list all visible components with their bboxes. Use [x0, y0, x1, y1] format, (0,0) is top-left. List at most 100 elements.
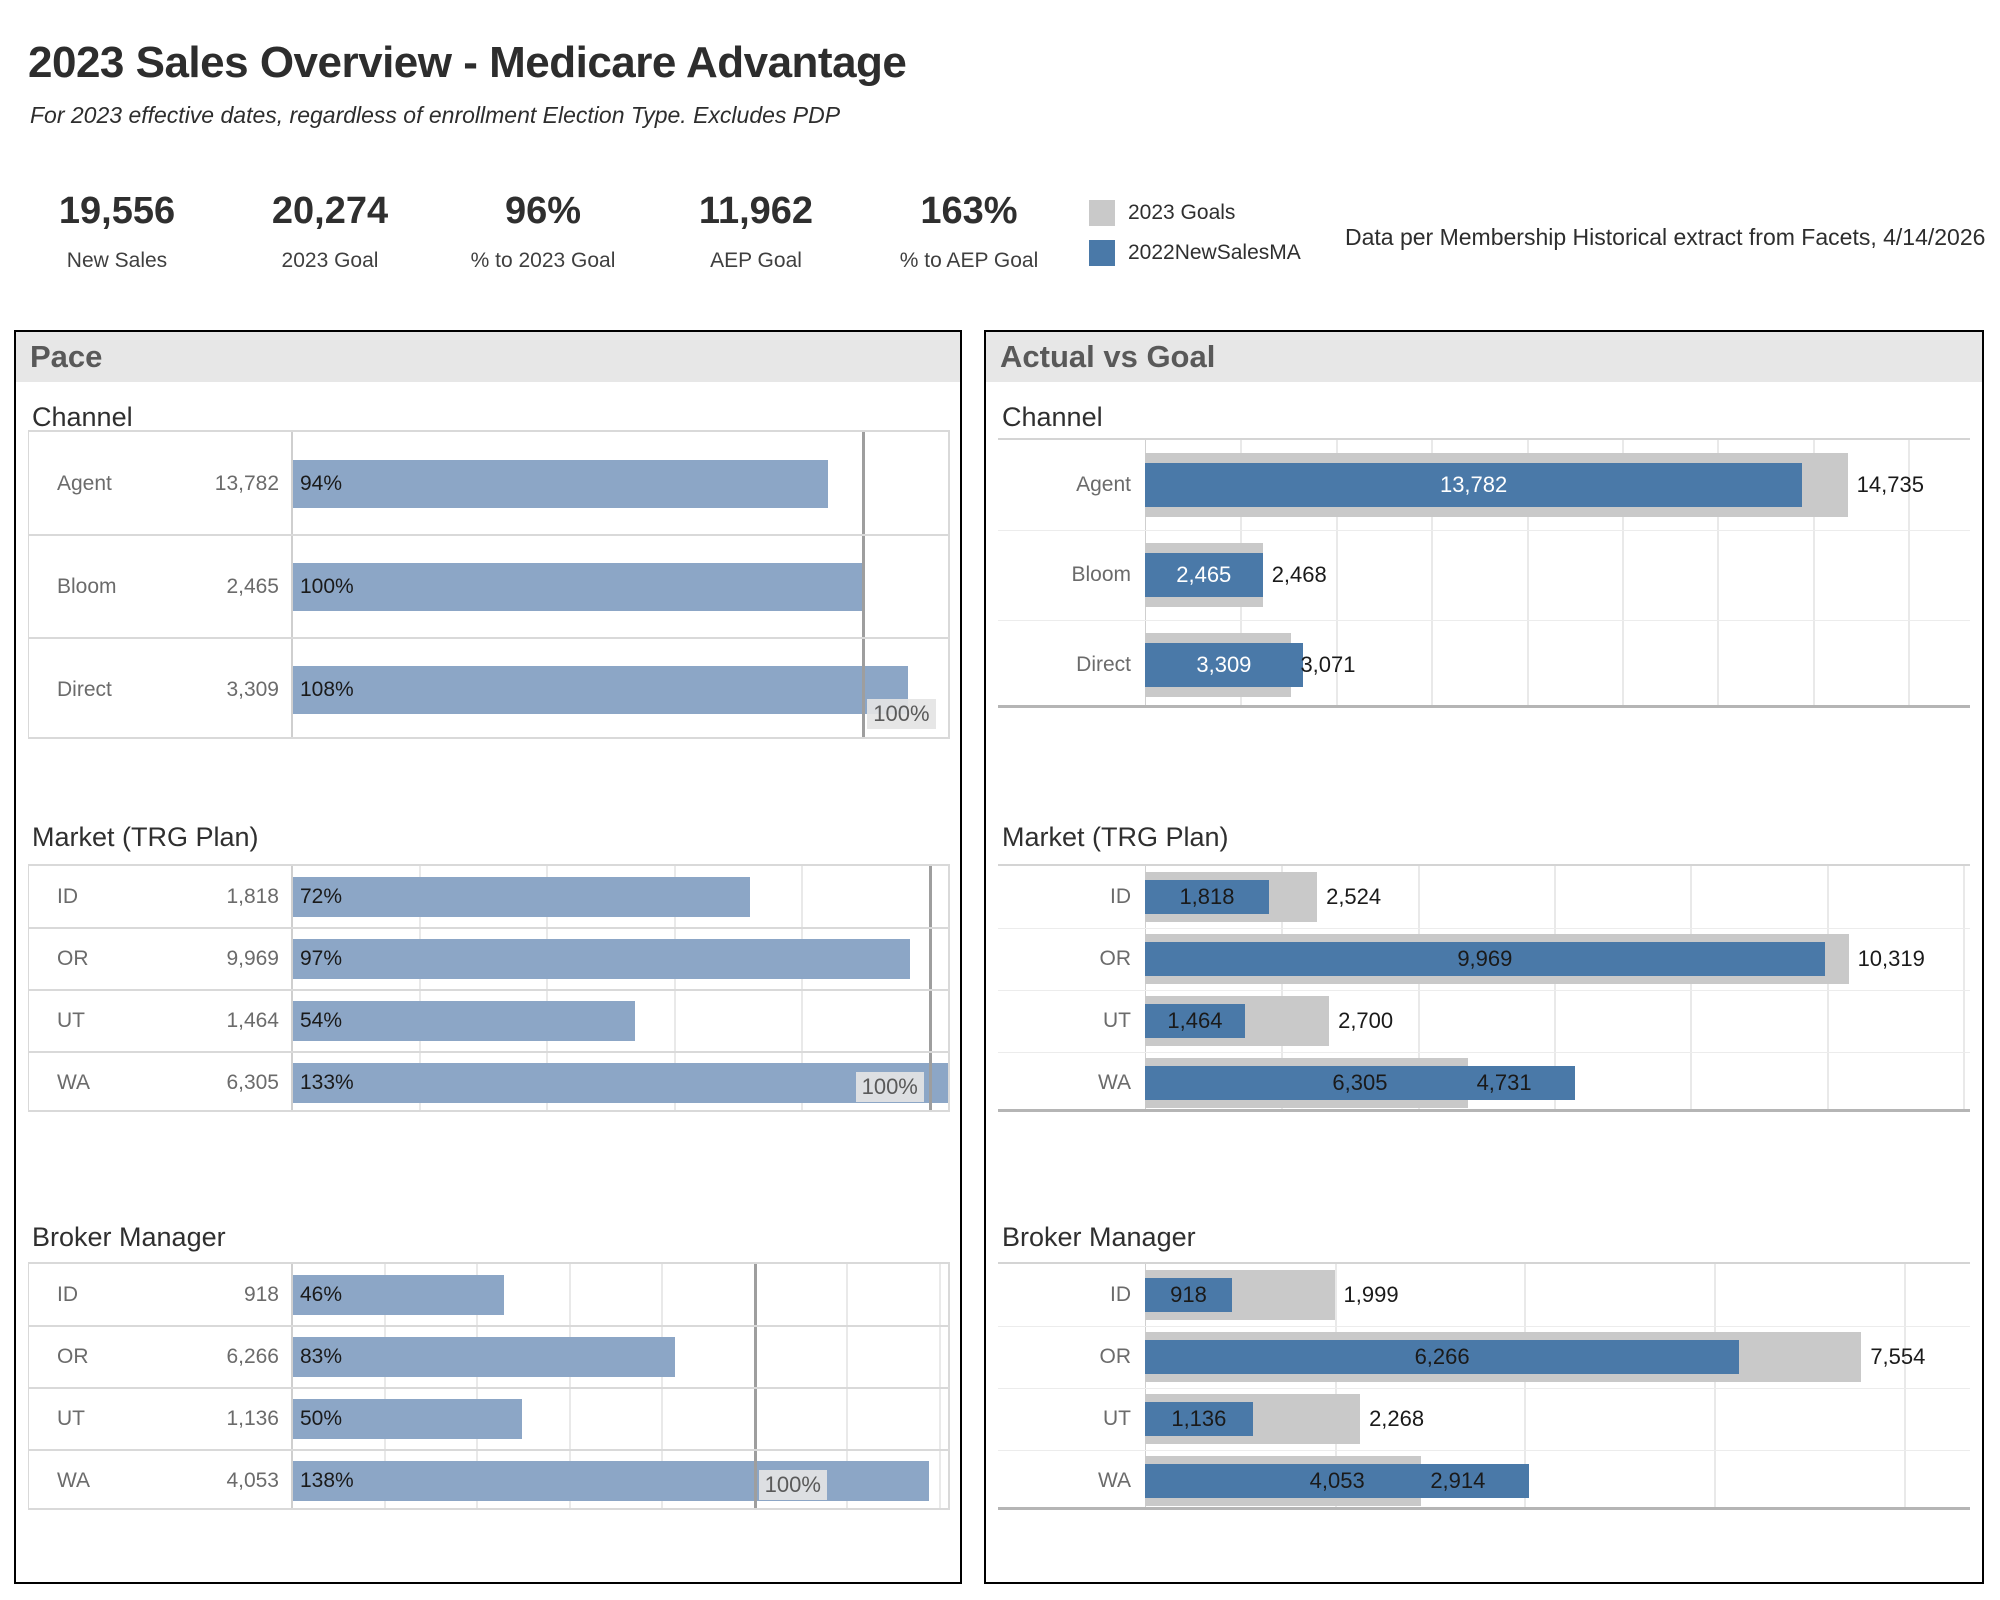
- actual-bar[interactable]: [1145, 643, 1303, 687]
- actual-bar[interactable]: [1145, 1464, 1530, 1498]
- gridline: [1526, 440, 1529, 705]
- pace-bar[interactable]: 83%: [291, 1337, 676, 1377]
- row-separator: [29, 1051, 948, 1053]
- pace-bar[interactable]: 100%: [291, 562, 863, 611]
- pace-bar[interactable]: 46%: [291, 1275, 504, 1315]
- gridline: [568, 1264, 571, 1508]
- pace-table: 94% 100% 108% 100% Agent 13,782 Bloom 2,465 Dire…: [28, 430, 950, 739]
- kpi-label: AEP Goal: [710, 249, 802, 272]
- reference-line-100pct: [928, 866, 932, 1110]
- gridline: [661, 1264, 664, 1508]
- row-value: 9,969: [226, 947, 279, 970]
- row-separator: [998, 530, 1970, 531]
- gridline: [1903, 1264, 1906, 1507]
- gridline: [1431, 440, 1434, 705]
- actual-bar-label: 9,969: [1457, 946, 1513, 971]
- row-value: 1,818: [226, 885, 279, 908]
- row-label: Bloom: [1071, 563, 1131, 586]
- avg-plot-area: 13,782 14,735 2,465 2,468 3,309 3,071: [1145, 440, 1970, 705]
- row-label: UT: [57, 1009, 85, 1032]
- row-label: WA: [57, 1071, 91, 1094]
- kpi-aep-goal: 11,962 AEP Goal: [646, 190, 866, 273]
- actual-bar[interactable]: [1145, 1004, 1245, 1038]
- gridline: [1417, 866, 1420, 1109]
- actual-bar[interactable]: [1145, 553, 1263, 597]
- actual-bar[interactable]: [1145, 1340, 1740, 1374]
- pace-plot-area: 46% 83% 50% 138% 100%: [291, 1264, 948, 1508]
- pace-table: 72% 97% 54% 133% 100% ID 1,818 OR 9,969 UT 1,464 WA…: [28, 864, 950, 1112]
- pace-bar[interactable]: 133%: [291, 1063, 948, 1103]
- gridline: [1334, 1264, 1337, 1507]
- avg-table: 918 1,999 6,266 7,554 1,136 2,268 4,053 2,914 ID…: [998, 1262, 1970, 1510]
- row-separator: [998, 1326, 1970, 1327]
- avg-plot-area: 918 1,999 6,266 7,554 1,136 2,268 4,053 2,914: [1145, 1264, 1970, 1507]
- goal-label: 3,071: [1300, 652, 1356, 677]
- goal-label: 1,999: [1343, 1282, 1399, 1307]
- goal-label: 2,700: [1338, 1008, 1394, 1033]
- axis-line: [291, 866, 293, 1110]
- kpi-value: 96%: [504, 190, 582, 232]
- actual-vs-goal-panel: Actual vs Goal Channel 13,782 14,735 2,465 2…: [984, 330, 1984, 1584]
- goal-label: 4,731: [1476, 1070, 1532, 1095]
- reference-line-100pct: [862, 432, 866, 737]
- legend-item[interactable]: 2023 Goals: [1089, 198, 1301, 228]
- legend-item-label: 2023 Goals: [1128, 201, 1236, 224]
- legend-swatch: [1089, 240, 1115, 266]
- reference-line-label: 100%: [867, 699, 936, 729]
- row-label: Agent: [1076, 473, 1131, 496]
- pace-panel: Pace Channel 94% 100% 108% 100% Agent 13,782 Bl…: [14, 330, 962, 1584]
- row-separator: [998, 620, 1970, 621]
- actual-bar[interactable]: [1145, 1066, 1575, 1100]
- row-label: WA: [1097, 1469, 1131, 1492]
- row-value: 3,309: [226, 678, 279, 701]
- row-label: UT: [57, 1407, 85, 1430]
- actual-bar-label: 918: [1170, 1282, 1207, 1307]
- row-value: 2,465: [226, 575, 279, 598]
- pace-section-title: Channel: [32, 402, 133, 432]
- row-separator: [29, 1449, 948, 1451]
- pace-bar[interactable]: 138%: [291, 1461, 930, 1501]
- row-label: Bloom: [57, 575, 117, 598]
- goal-label: 2,468: [1271, 562, 1327, 587]
- actual-bar[interactable]: [1145, 1402, 1253, 1436]
- row-separator: [998, 1052, 1970, 1053]
- row-label: WA: [1097, 1071, 1131, 1094]
- page-title: 2023 Sales Overview - Medicare Advantage: [28, 38, 907, 87]
- avg-section-title: Broker Manager: [1002, 1222, 1196, 1252]
- reference-line-100pct: [753, 1264, 757, 1508]
- axis-line: [1145, 866, 1146, 1109]
- pace-bar[interactable]: 94%: [291, 459, 829, 508]
- pace-bar[interactable]: 97%: [291, 939, 910, 979]
- actual-bar[interactable]: [1145, 880, 1269, 914]
- actual-bar[interactable]: [1145, 463, 1803, 507]
- gridline: [1717, 440, 1720, 705]
- goal-label: 2,914: [1430, 1468, 1486, 1493]
- gridline: [938, 1264, 941, 1508]
- pace-section-title: Market (TRG Plan): [32, 822, 259, 852]
- row-value: 4,053: [226, 1469, 279, 1492]
- kpi-label: % to 2023 Goal: [470, 249, 616, 272]
- row-value: 6,266: [226, 1345, 279, 1368]
- kpi-label: % to AEP Goal: [899, 249, 1039, 272]
- pace-bar[interactable]: 50%: [291, 1399, 523, 1439]
- legend: 2023 Goals 2022NewSalesMA: [1089, 198, 1301, 278]
- row-label: UT: [1103, 1009, 1131, 1032]
- pace-plot-area: 72% 97% 54% 133% 100%: [291, 866, 948, 1110]
- pace-panel-header: Pace: [16, 332, 960, 382]
- legend-item[interactable]: 2022NewSalesMA: [1089, 238, 1301, 268]
- pace-bar[interactable]: 108%: [291, 665, 908, 714]
- actual-bar[interactable]: [1145, 1278, 1233, 1312]
- axis-line: [291, 432, 293, 737]
- kpi-value: 11,962: [698, 190, 814, 232]
- kpi-label: New Sales: [66, 249, 168, 272]
- kpi--to-2023-goal: 96% % to 2023 Goal: [433, 190, 653, 273]
- actual-bar-label: 13,782: [1439, 472, 1508, 497]
- actual-bar[interactable]: [1145, 942, 1825, 976]
- actual-bar-label: 2,465: [1176, 562, 1232, 587]
- avg-section-title: Market (TRG Plan): [1002, 822, 1229, 852]
- goal-label: 7,554: [1870, 1344, 1926, 1369]
- row-value: 13,782: [214, 472, 279, 495]
- row-label: UT: [1103, 1407, 1131, 1430]
- pace-bar[interactable]: 54%: [291, 1001, 636, 1041]
- pace-bar[interactable]: 72%: [291, 877, 751, 917]
